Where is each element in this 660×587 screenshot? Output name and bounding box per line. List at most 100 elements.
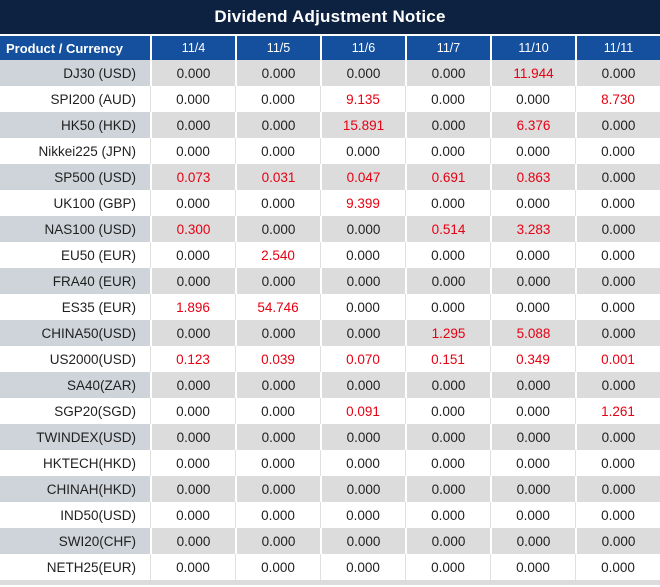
value-cell: 0.000 [235,112,320,138]
value-cell: 0.000 [235,60,320,86]
value-cell: 0.000 [320,216,405,242]
product-cell: EU50 (EUR) [0,242,150,268]
value-cell: 0.000 [490,554,575,580]
table-header: Product / Currency 11/4 11/5 11/6 11/7 1… [0,36,660,60]
value-cell: 0.000 [575,372,660,398]
value-cell: 0.000 [575,502,660,528]
product-cell: US2000(USD) [0,346,150,372]
product-cell: IND50(USD) [0,502,150,528]
value-cell: 0.000 [490,190,575,216]
value-cell: 0.000 [575,450,660,476]
value-cell: 0.000 [235,554,320,580]
value-cell: 0.000 [150,242,235,268]
value-cell: 0.000 [235,424,320,450]
table-row: NETH25(EUR) 0.000 0.000 0.000 0.000 0.000 0.00… [0,554,660,580]
value-cell: 0.000 [150,450,235,476]
value-cell: 0.000 [405,60,490,86]
value-cell: 0.073 [150,164,235,190]
product-cell: HK50 (HKD) [0,112,150,138]
value-cell: 1.295 [405,320,490,346]
value-cell: 3.283 [490,216,575,242]
value-cell: 0.000 [575,60,660,86]
value-cell: 0.000 [490,424,575,450]
table-row: SPI200 (AUD) 0.000 0.000 9.135 0.000 0.000 8.7… [0,86,660,112]
table-row: ES35 (EUR) 1.896 54.746 0.000 0.000 0.000 0.00… [0,294,660,320]
value-cell: 0.000 [575,476,660,502]
value-cell: 0.000 [575,528,660,554]
value-cell: 0.000 [405,398,490,424]
value-cell: 0.000 [490,476,575,502]
value-cell: 0.000 [405,450,490,476]
value-cell: 9.399 [320,190,405,216]
value-cell: 0.000 [320,60,405,86]
value-cell: 2.540 [235,242,320,268]
table-row: FRA40 (EUR) 0.000 0.000 0.000 0.000 0.000 0.00… [0,268,660,294]
value-cell: 0.000 [150,190,235,216]
value-cell: 0.000 [575,216,660,242]
value-cell: 0.000 [320,138,405,164]
value-cell: 1.261 [575,398,660,424]
value-cell: 0.000 [575,242,660,268]
value-cell: 0.000 [150,60,235,86]
value-cell: 0.000 [235,86,320,112]
value-cell: 0.000 [405,476,490,502]
header-cell-date-4: 11/7 [405,36,490,60]
value-cell: 0.000 [150,320,235,346]
product-cell: TWINDEX(USD) [0,424,150,450]
table-body: DJ30 (USD) 0.000 0.000 0.000 0.000 11.944 0.00… [0,60,660,580]
value-cell: 54.746 [235,294,320,320]
value-cell: 0.000 [405,112,490,138]
value-cell: 0.000 [235,268,320,294]
value-cell: 0.000 [320,502,405,528]
table-row: NAS100 (USD) 0.300 0.000 0.000 0.514 3.283 0.0… [0,216,660,242]
value-cell: 5.088 [490,320,575,346]
value-cell: 0.000 [575,424,660,450]
table-row: HK50 (HKD) 0.000 0.000 15.891 0.000 6.376 0.00… [0,112,660,138]
value-cell: 8.730 [575,86,660,112]
table-row: CHINA50(USD) 0.000 0.000 0.000 1.295 5.088 0.0… [0,320,660,346]
product-cell: NAS100 (USD) [0,216,150,242]
value-cell: 0.000 [575,294,660,320]
header-cell-date-1: 11/4 [150,36,235,60]
value-cell: 0.863 [490,164,575,190]
table-row: UK100 (GBP) 0.000 0.000 9.399 0.000 0.000 0.00… [0,190,660,216]
table-row: SGP20(SGD) 0.000 0.000 0.091 0.000 0.000 1.261 [0,398,660,424]
value-cell: 0.000 [320,476,405,502]
value-cell: 0.000 [150,112,235,138]
header-cell-date-3: 11/6 [320,36,405,60]
value-cell: 0.300 [150,216,235,242]
table-row: EU50 (EUR) 0.000 2.540 0.000 0.000 0.000 0.000 [0,242,660,268]
value-cell: 0.000 [320,294,405,320]
value-cell: 0.000 [405,528,490,554]
value-cell: 0.031 [235,164,320,190]
value-cell: 0.000 [320,554,405,580]
value-cell: 0.000 [490,398,575,424]
value-cell: 0.000 [405,190,490,216]
value-cell: 0.349 [490,346,575,372]
value-cell: 0.000 [575,554,660,580]
value-cell: 0.000 [405,86,490,112]
value-cell: 0.000 [150,372,235,398]
value-cell: 0.091 [320,398,405,424]
value-cell: 0.000 [235,476,320,502]
value-cell: 0.151 [405,346,490,372]
value-cell: 0.000 [575,164,660,190]
product-cell: Nikkei225 (JPN) [0,138,150,164]
value-cell: 15.891 [320,112,405,138]
value-cell: 0.000 [150,86,235,112]
value-cell: 0.691 [405,164,490,190]
product-cell: FRA40 (EUR) [0,268,150,294]
value-cell: 0.000 [575,190,660,216]
value-cell: 0.000 [320,372,405,398]
title-bar: Dividend Adjustment Notice [0,0,660,36]
table-row: Nikkei225 (JPN) 0.000 0.000 0.000 0.000 0.000… [0,138,660,164]
value-cell: 0.000 [320,242,405,268]
value-cell: 0.000 [405,502,490,528]
value-cell: 11.944 [490,60,575,86]
value-cell: 0.000 [320,320,405,346]
header-cell-date-6: 11/11 [575,36,660,60]
value-cell: 0.000 [405,554,490,580]
product-cell: SWI20(CHF) [0,528,150,554]
product-cell: SA40(ZAR) [0,372,150,398]
value-cell: 0.000 [320,424,405,450]
